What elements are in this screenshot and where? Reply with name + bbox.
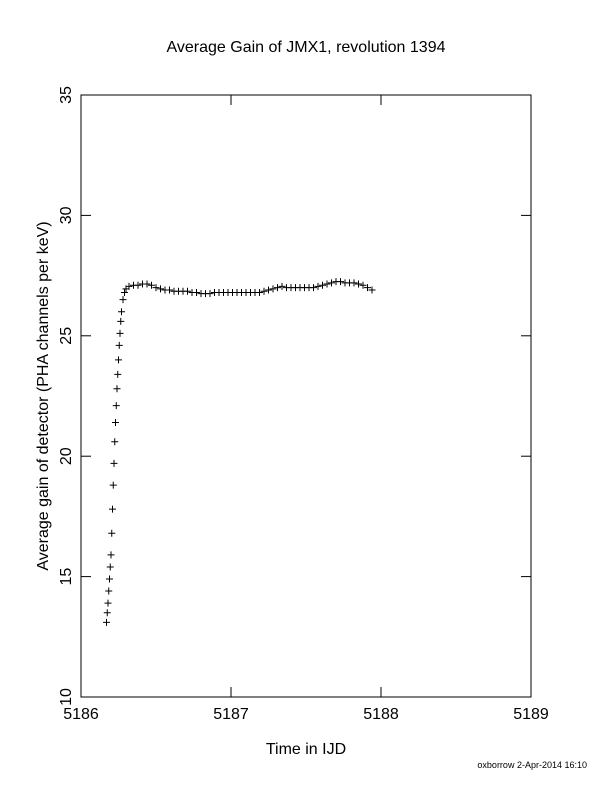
data-point <box>103 618 110 626</box>
data-point <box>104 599 112 607</box>
data-point <box>117 317 125 325</box>
data-point <box>328 279 335 287</box>
data-point <box>116 329 124 337</box>
data-point <box>134 281 142 289</box>
data-point <box>152 284 160 292</box>
data-point <box>119 296 127 304</box>
data-point <box>350 279 358 287</box>
data-point <box>125 282 133 290</box>
data-point <box>108 529 116 537</box>
y-tick-label: 30 <box>58 206 75 224</box>
data-point <box>184 287 191 295</box>
data-point <box>323 280 331 288</box>
y-tick-label: 10 <box>58 688 75 706</box>
data-point <box>111 438 119 446</box>
data-point <box>148 281 155 289</box>
data-point <box>166 286 173 294</box>
x-tick-label: 5189 <box>513 706 549 723</box>
data-point <box>115 341 123 349</box>
data-point <box>265 286 272 294</box>
data-point <box>364 284 371 292</box>
x-tick-label: 5186 <box>63 706 99 723</box>
data-point <box>359 281 367 289</box>
data-point <box>368 286 376 294</box>
data-point <box>113 385 121 393</box>
data-point <box>157 285 164 293</box>
y-tick-label: 20 <box>58 447 75 465</box>
data-point <box>355 280 362 288</box>
data-point <box>269 285 277 293</box>
data-point <box>112 418 119 426</box>
data-point <box>109 505 116 513</box>
data-point <box>109 481 117 489</box>
x-tick-label: 5188 <box>363 706 399 723</box>
data-point <box>118 308 125 316</box>
data-point <box>193 288 200 296</box>
data-point <box>206 290 214 298</box>
y-tick-label: 15 <box>58 568 75 586</box>
chart-title: Average Gain of JMX1, revolution 1394 <box>167 39 446 56</box>
data-point <box>103 609 111 617</box>
y-axis-label: Average gain of detector (PHA channels p… <box>35 221 52 570</box>
data-point <box>106 563 114 571</box>
y-tick-label: 25 <box>58 327 75 345</box>
data-point <box>110 459 118 467</box>
data-point <box>337 278 344 286</box>
data-point <box>314 282 322 290</box>
data-point <box>112 402 120 410</box>
data-point <box>115 356 122 364</box>
data-point <box>106 575 113 583</box>
data-point <box>105 587 113 595</box>
data-point <box>114 370 122 378</box>
data-point <box>143 280 151 288</box>
data-point <box>310 284 317 292</box>
x-axis-label: Time in IJD <box>266 741 346 758</box>
plot-frame <box>80 94 532 698</box>
y-tick-label: 35 <box>58 86 75 104</box>
data-point <box>319 281 326 289</box>
data-point <box>260 287 268 295</box>
footer: oxborrow 2-Apr-2014 16:10 <box>477 760 587 770</box>
data-point <box>256 288 263 296</box>
data-point <box>278 282 286 290</box>
data-point <box>107 551 115 559</box>
data-point <box>121 288 128 296</box>
data-point <box>274 284 281 292</box>
x-tick-label: 5187 <box>213 706 249 723</box>
